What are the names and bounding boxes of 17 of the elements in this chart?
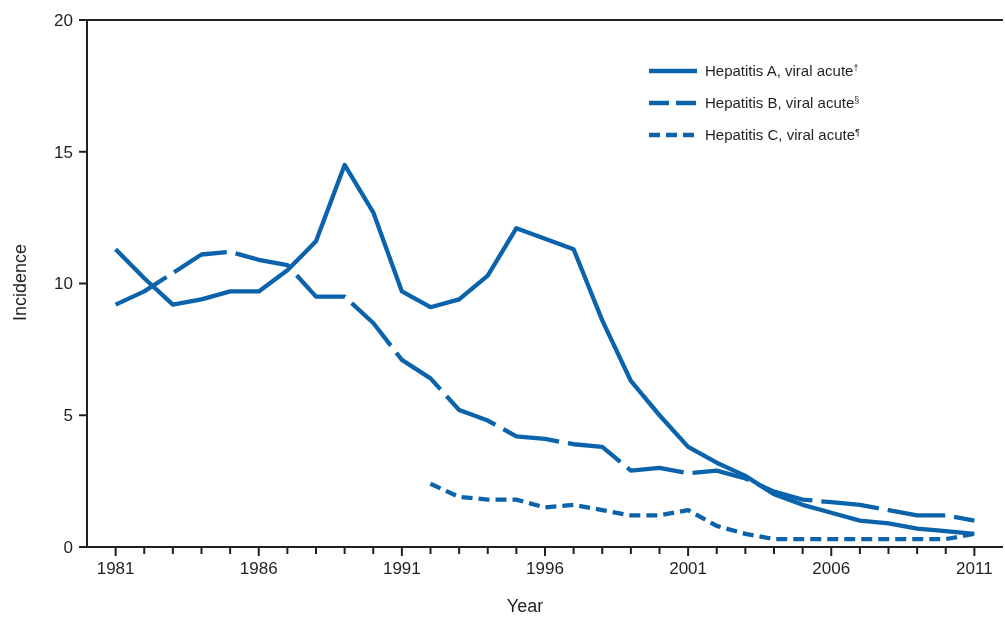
legend-label: Hepatitis A, viral acute$^{†}$ xyxy=(705,62,859,80)
y-tick-label: 0 xyxy=(63,537,73,557)
y-tick-label: 20 xyxy=(54,10,73,30)
x-tick-label: 1981 xyxy=(96,559,135,578)
y-tick-label: 10 xyxy=(54,274,73,294)
x-axis-title: Year xyxy=(506,596,544,616)
legend-label: Hepatitis B, viral acute$^{§}$ xyxy=(705,94,860,112)
x-tick-label: 1986 xyxy=(239,559,278,578)
x-tick-label: 2001 xyxy=(669,559,708,578)
x-tick-label: 1991 xyxy=(382,559,421,578)
x-tick-label: 2006 xyxy=(812,559,851,578)
x-tick-label: 1996 xyxy=(526,559,564,578)
y-tick-label: 5 xyxy=(63,406,73,426)
y-tick-label: 15 xyxy=(54,142,73,162)
y-axis-title: Incidence xyxy=(10,243,30,322)
x-tick-label: 2011 xyxy=(956,559,993,578)
legend-label: Hepatitis C, viral acute$^{¶}$ xyxy=(705,126,861,144)
